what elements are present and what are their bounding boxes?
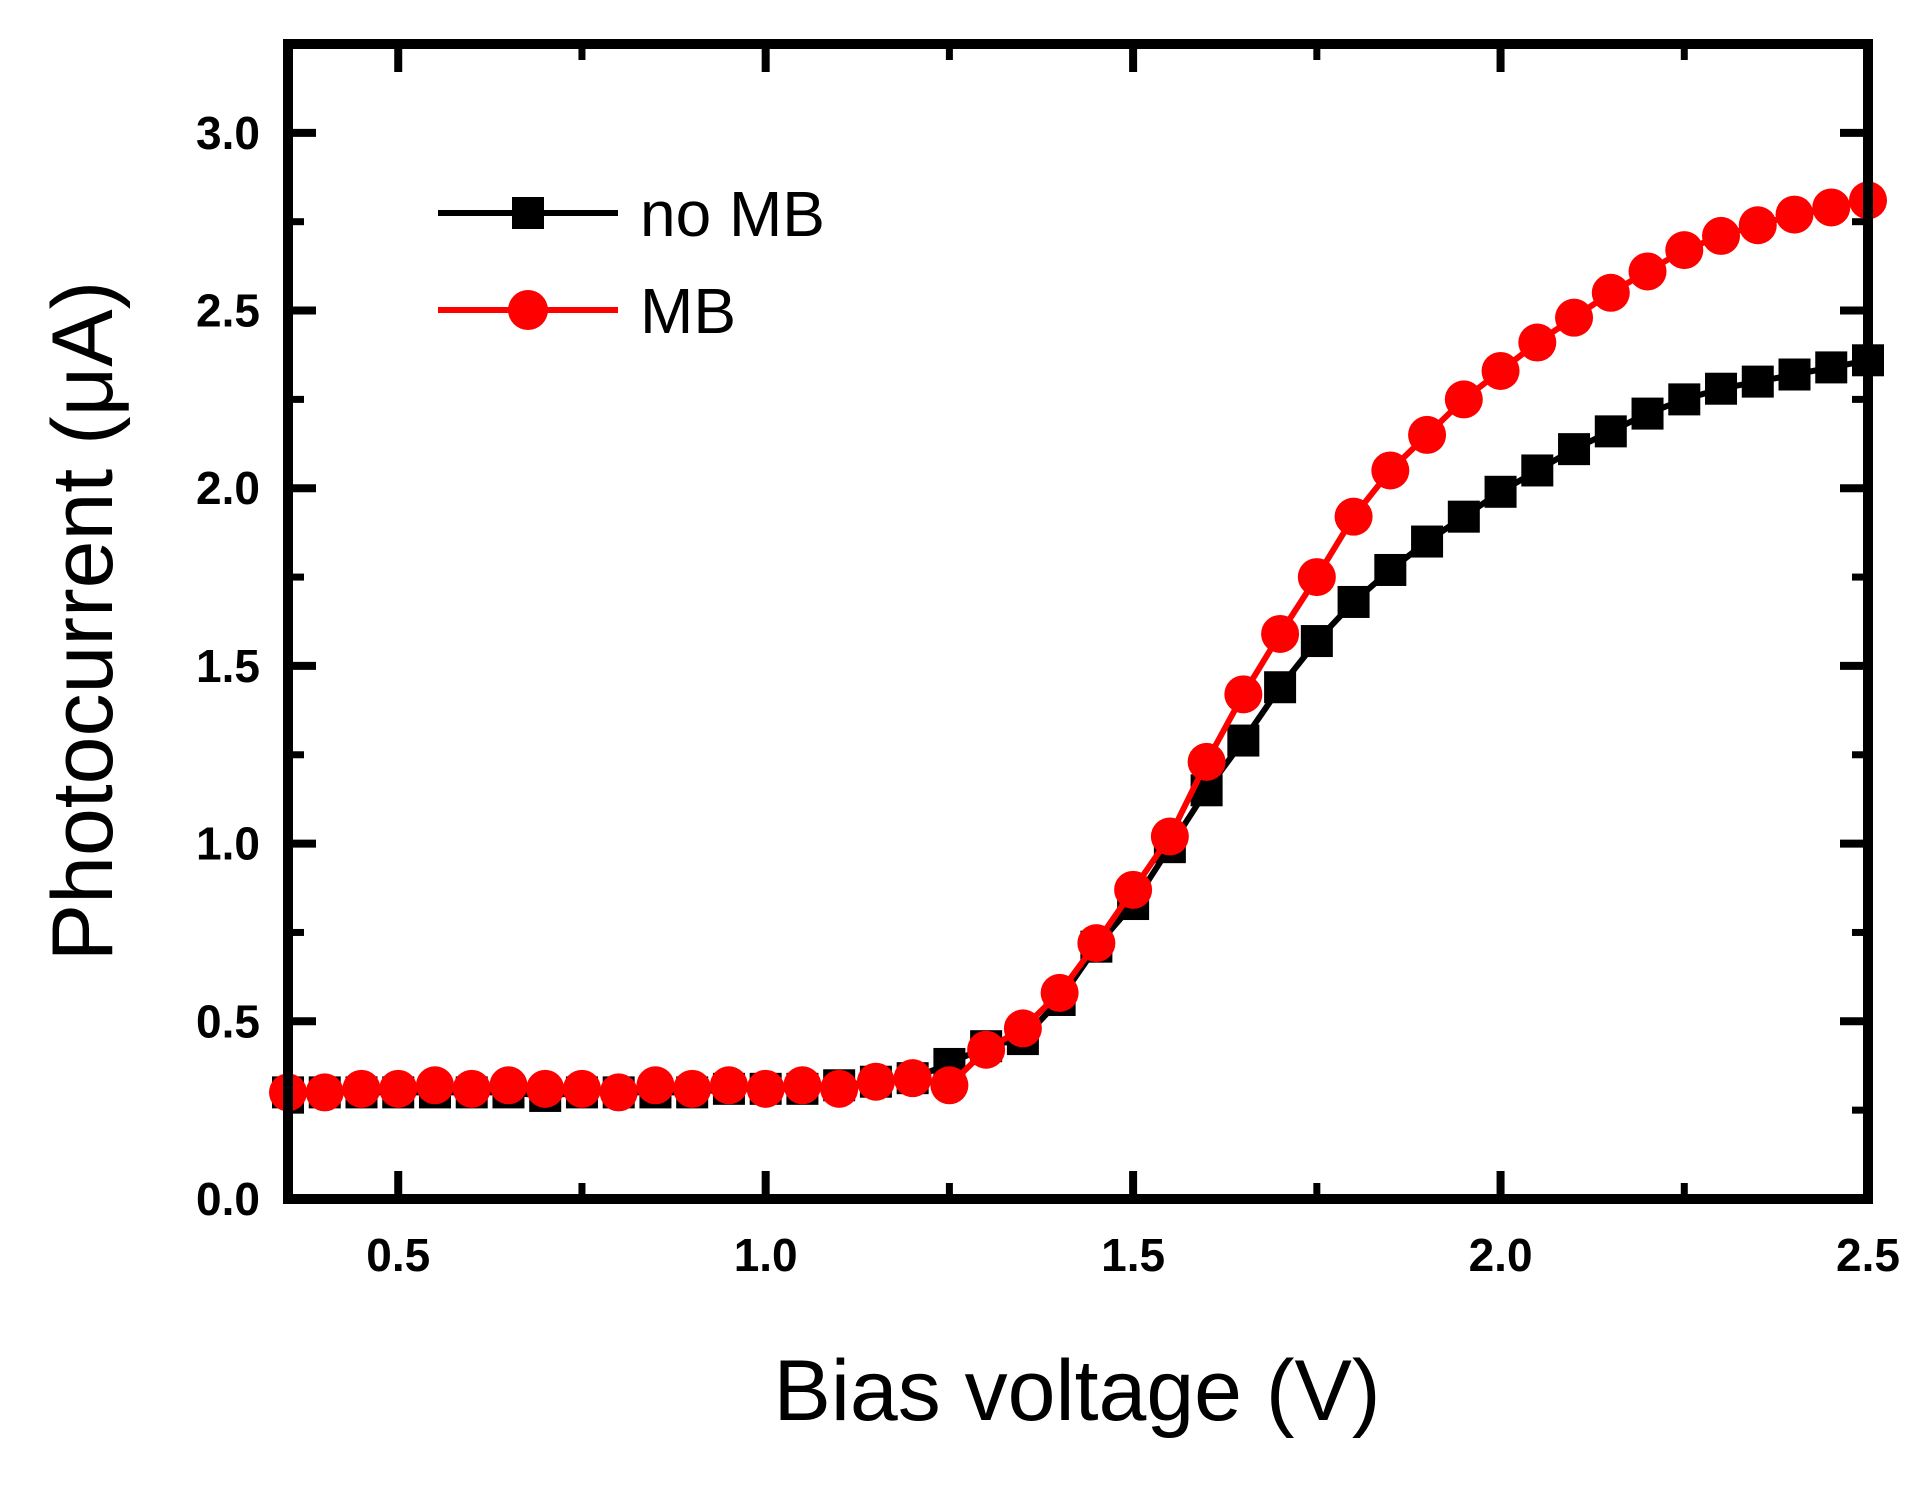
y-tick-label-2-5: 2.5 — [196, 285, 260, 337]
legend-marker-no-mb — [512, 197, 544, 229]
data-point-mb-1 — [305, 1073, 344, 1112]
y-tick-label-1: 1.0 — [196, 818, 260, 870]
data-point-mb-4 — [415, 1066, 454, 1105]
data-point-mb-12 — [709, 1066, 748, 1105]
data-point-mb-16 — [856, 1062, 895, 1101]
data-point-mb-22 — [1077, 924, 1116, 963]
data-point-mb-39 — [1702, 216, 1741, 255]
y-axis-title: Photocurrent (μA) — [35, 281, 131, 961]
data-point-mb-23 — [1114, 870, 1153, 909]
x-tick-label-2: 2.0 — [1469, 1229, 1533, 1281]
data-point-mb-41 — [1775, 195, 1814, 234]
legend-marker-mb — [508, 290, 548, 330]
x-tick-label-1-5: 1.5 — [1101, 1229, 1165, 1281]
data-point-no-mb-29 — [1337, 585, 1370, 618]
data-point-mb-35 — [1555, 298, 1594, 337]
data-point-mb-21 — [1040, 973, 1079, 1012]
x-axis-title: Bias voltage (V) — [773, 1343, 1380, 1439]
data-point-mb-15 — [820, 1069, 859, 1108]
data-point-mb-18 — [930, 1066, 969, 1105]
data-point-mb-30 — [1371, 451, 1410, 490]
y-tick-label-0-5: 0.5 — [196, 995, 260, 1047]
data-point-no-mb-27 — [1264, 671, 1297, 704]
y-tick-label-2: 2.0 — [196, 462, 260, 514]
data-point-no-mb-34 — [1521, 454, 1554, 487]
data-point-mb-24 — [1150, 817, 1189, 856]
data-point-mb-3 — [379, 1069, 418, 1108]
data-point-no-mb-37 — [1631, 397, 1664, 430]
data-point-mb-9 — [599, 1073, 638, 1112]
x-tick-label-2-5: 2.5 — [1836, 1229, 1900, 1281]
series-mb — [269, 181, 1887, 1112]
data-point-mb-5 — [452, 1069, 491, 1108]
series-layer — [269, 181, 1887, 1112]
data-point-mb-32 — [1444, 380, 1483, 419]
data-point-mb-34 — [1518, 323, 1557, 362]
data-point-no-mb-36 — [1594, 415, 1627, 448]
data-point-no-mb-30 — [1374, 553, 1407, 586]
data-point-mb-14 — [783, 1066, 822, 1105]
legend-label-no-mb: no MB — [640, 178, 825, 250]
data-point-mb-10 — [636, 1066, 675, 1105]
data-point-mb-29 — [1334, 497, 1373, 536]
data-point-mb-36 — [1591, 273, 1630, 312]
data-point-mb-20 — [1003, 1009, 1042, 1048]
data-point-no-mb-42 — [1815, 351, 1848, 384]
data-point-mb-42 — [1812, 188, 1851, 227]
tick-labels: 0.0 0.5 1.0 1.5 2.0 2.5 3.0 0.5 1.0 1.5 2.0 2.5 — [196, 107, 1900, 1281]
data-point-no-mb-38 — [1668, 383, 1701, 416]
data-point-no-mb-35 — [1558, 433, 1591, 466]
data-point-mb-8 — [562, 1069, 601, 1108]
data-point-mb-31 — [1408, 415, 1447, 454]
data-point-mb-13 — [746, 1069, 785, 1108]
legend: no MB MB — [438, 178, 825, 347]
data-point-mb-11 — [673, 1069, 712, 1108]
data-point-no-mb-26 — [1227, 724, 1260, 757]
y-tick-label-3: 3.0 — [196, 107, 260, 159]
data-point-mb-19 — [967, 1030, 1006, 1069]
plot-frame — [283, 39, 1873, 1204]
data-point-no-mb-33 — [1484, 475, 1517, 508]
data-point-mb-27 — [1261, 614, 1300, 653]
data-point-mb-7 — [526, 1069, 565, 1108]
data-point-no-mb-32 — [1447, 500, 1480, 533]
data-point-no-mb-41 — [1778, 358, 1811, 391]
data-point-mb-25 — [1187, 742, 1226, 781]
y-tick-label-0: 0.0 — [196, 1173, 260, 1225]
data-point-mb-6 — [489, 1066, 528, 1105]
data-point-no-mb-28 — [1300, 625, 1333, 658]
data-point-mb-37 — [1628, 252, 1667, 291]
y-tick-label-1-5: 1.5 — [196, 640, 260, 692]
x-tick-label-1: 1.0 — [734, 1229, 798, 1281]
data-point-mb-17 — [893, 1059, 932, 1098]
x-tick-label-0-5: 0.5 — [366, 1229, 430, 1281]
legend-label-mb: MB — [640, 275, 736, 347]
data-point-mb-2 — [342, 1069, 381, 1108]
data-point-no-mb-31 — [1411, 525, 1444, 558]
data-point-mb-40 — [1738, 206, 1777, 245]
data-point-no-mb-39 — [1705, 372, 1738, 405]
data-point-mb-28 — [1297, 558, 1336, 597]
data-point-no-mb-40 — [1741, 365, 1774, 398]
data-point-mb-26 — [1224, 675, 1263, 714]
data-point-mb-33 — [1481, 351, 1520, 390]
data-point-mb-38 — [1665, 231, 1704, 270]
